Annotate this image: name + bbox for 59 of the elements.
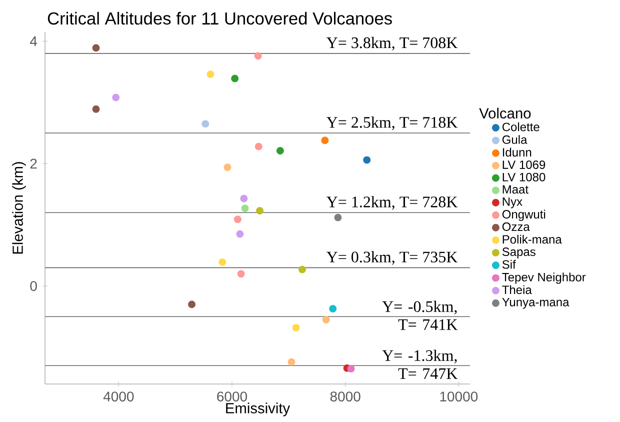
point: [334, 214, 342, 222]
point: [237, 270, 245, 278]
chart-title: Critical Altitudes for 11 Uncovered Volcanoes: [48, 12, 392, 25]
point: [188, 300, 196, 308]
point: [288, 358, 296, 366]
point: [298, 266, 306, 274]
legend-title: Volcano: [479, 108, 531, 119]
point: [236, 230, 244, 238]
legend-label: Colette: [502, 122, 540, 132]
legend-label: Maat: [502, 185, 528, 194]
point: [254, 52, 262, 60]
legend-label: Yunya-mana: [502, 298, 570, 309]
ref-line-label: Y= 3.8km, T= 708K: [326, 36, 458, 50]
legend-label: Polik-mana: [502, 234, 562, 244]
point: [234, 216, 242, 224]
point: [92, 44, 100, 52]
y-tick-label: 2: [30, 158, 37, 168]
legend-label: Nyx: [502, 197, 522, 208]
point: [218, 258, 226, 266]
point: [322, 316, 330, 324]
legend-label: LV 1069: [502, 160, 546, 169]
x-tick-label: 8000: [330, 392, 360, 402]
point: [231, 74, 239, 82]
x-tick-label: 10000: [440, 392, 478, 402]
x-axis-title: Emissivity: [226, 402, 290, 416]
x-tick-label: 6000: [217, 392, 248, 402]
point: [276, 147, 284, 154]
point: [206, 70, 214, 78]
point: [329, 304, 337, 312]
point: [241, 204, 249, 212]
point: [224, 164, 232, 172]
point: [254, 142, 262, 150]
legend-label: Idunn: [502, 148, 532, 157]
ref-line-label: Y= -0.5km, T= 741K: [382, 300, 458, 330]
point: [363, 156, 371, 164]
legend-label: Theia: [502, 285, 532, 294]
ref-line-label: Y= 0.3km, T= 735K: [326, 251, 458, 265]
ref-line-label: Y= -1.3km, T= 747K: [382, 350, 458, 379]
ref-line-label: Y= 2.5km, T= 718K: [326, 116, 458, 130]
point: [202, 120, 210, 128]
legend-label: Ozza: [502, 222, 530, 231]
point: [112, 94, 120, 102]
point: [347, 364, 355, 372]
legend-label: Ongwuti: [502, 210, 546, 221]
legend-label: LV 1080: [502, 172, 546, 182]
point: [256, 207, 264, 214]
point: [292, 324, 300, 332]
legend-label: Gula: [502, 135, 528, 144]
y-tick-label: 4: [30, 36, 38, 46]
x-tick-label: 4000: [103, 392, 134, 402]
y-axis-title: Elevation (km): [12, 162, 26, 254]
legend-label: Sapas: [502, 248, 536, 258]
ref-line-label: Y= 1.2km, T= 728K: [326, 196, 458, 210]
point: [321, 136, 329, 144]
point: [240, 194, 248, 202]
legend-label: Sif: [502, 260, 516, 269]
legend-label: Tepev Neighbor: [502, 272, 586, 284]
y-tick-label: 0: [30, 281, 37, 292]
point: [92, 105, 100, 113]
